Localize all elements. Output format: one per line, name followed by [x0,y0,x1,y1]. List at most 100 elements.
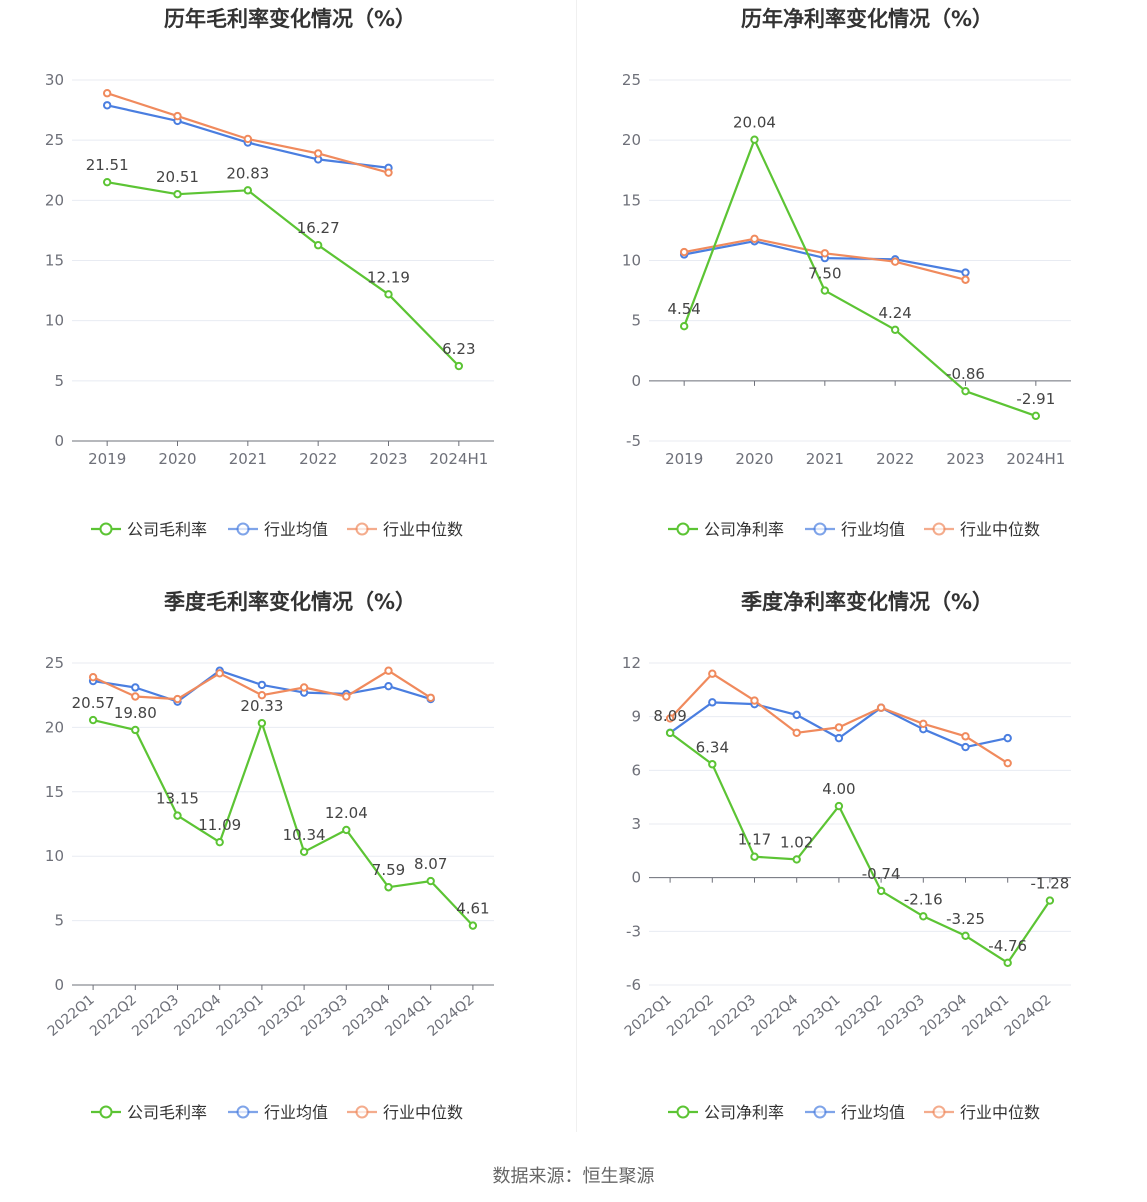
data-point-industry_avg [792,710,801,720]
chart-title: 历年净利率变化情况（%） [741,7,993,31]
y-tick-label: 20 [45,191,64,209]
chart-quarterly-gross-margin-svg: 季度毛利率变化情况（%） 0 5 10 15 20 25 2022Q12022Q22022Q3… [45,590,494,1122]
data-point-industry_avg [961,742,970,752]
data-label: 4.54 [667,300,700,318]
y-tick-label: 20 [622,131,641,149]
data-point-industry_avg [708,698,717,707]
x-tick-label: 2024Q2 [1002,992,1055,1040]
series-line-company [683,138,1037,417]
legend-marker-icon [99,1105,113,1119]
y-tick-label: 15 [622,191,641,209]
y-tick-label: 15 [45,783,64,801]
legend-marker-icon [236,1105,250,1119]
data-point-industry_median [426,693,435,702]
data-label: -4.76 [988,937,1027,955]
legend-marker-icon [676,522,690,536]
data-point-company [131,725,140,735]
data-point-company [961,931,970,941]
legend-marker-icon [932,522,946,536]
legend-item-industry_median: 行业中位数 [924,1103,1040,1122]
data-point-industry_avg [1003,733,1012,743]
data-label: 11.09 [198,816,241,834]
x-tick-label: 2022 [299,450,337,468]
x-tick-label: 2022Q3 [706,992,759,1040]
data-point-company [1031,411,1041,421]
x-tick-label: 2023Q2 [833,992,886,1040]
y-tick-label: 3 [631,815,641,833]
data-label: 19.80 [114,704,157,722]
chart-title: 季度净利率变化情况（%） [741,590,993,614]
data-point-company [342,825,351,835]
x-tick-label: 2020 [158,450,196,468]
legend-item-industry_avg: 行业均值 [805,1103,905,1122]
x-tick-label: 2023Q4 [917,992,970,1040]
data-point-company [750,852,759,861]
legend-marker-icon [813,522,827,536]
data-point-company [426,876,435,886]
data-label: 20.83 [226,164,269,182]
data-point-industry_median [1003,758,1012,768]
data-point-industry_median [313,149,323,158]
legend-item-industry_median: 行业中位数 [347,1103,463,1122]
data-point-industry_median [961,275,970,284]
y-tick-label: 25 [45,131,64,149]
data-point-company [384,290,393,299]
x-tick-label: 2019 [665,450,703,468]
data-point-company [102,177,112,187]
x-tick-label: 2023Q2 [256,992,309,1040]
y-tick-label: 10 [45,847,64,865]
legend-item-industry_avg: 行业均值 [228,1103,328,1122]
data-point-industry_median [342,692,351,701]
legend-item-company: 公司净利率 [668,1103,784,1122]
data-point-company [313,241,323,250]
data-point-industry_median [792,728,801,737]
data-point-company [88,715,98,725]
legend-marker-icon [355,522,369,536]
x-tick-label: 2022Q1 [45,992,98,1040]
y-tick-label: 5 [631,312,641,330]
y-tick-label: 10 [45,312,64,330]
y-tick-label: 0 [54,976,64,994]
x-tick-label: 2024Q1 [959,992,1012,1040]
data-point-industry_median [679,247,689,257]
data-point-industry_median [173,694,182,704]
legend-marker-icon [236,522,250,536]
data-label: -2.91 [1016,390,1055,408]
data-point-industry_median [299,683,309,692]
data-point-company [257,718,267,728]
data-label: 4.24 [878,304,911,322]
legend-label: 公司净利率 [704,1103,784,1122]
legend-item-company: 公司毛利率 [91,1103,207,1122]
x-tick-label: 2023Q4 [340,992,393,1040]
x-tick-label: 2022 [876,450,914,468]
chart-annual-gross-margin: 历年毛利率变化情况（%） 0 5 10 15 20 25 30 2019 2020 2021 2022… [10,0,570,575]
data-point-industry_median [834,723,844,732]
y-tick-label: 0 [54,432,64,450]
data-point-company [665,728,675,738]
data-point-industry_median [820,249,830,258]
data-label: 8.09 [653,707,686,725]
data-label: 7.59 [372,861,405,879]
series-line-company [92,719,474,927]
data-point-industry_median [750,696,759,705]
y-tick-label: 15 [45,252,64,270]
data-label: 8.07 [414,855,447,873]
data-point-company [173,811,182,820]
data-point-industry_avg [131,683,140,692]
x-tick-label: 2022Q4 [748,992,801,1040]
data-label: 6.23 [442,340,475,358]
data-label: 21.51 [86,156,129,174]
data-point-company [454,361,464,371]
x-tick-label: 2024Q2 [425,992,478,1040]
y-tick-label: 5 [54,372,64,390]
x-tick-label: 2022Q3 [129,992,182,1040]
x-tick-label: 2024Q1 [382,992,435,1040]
data-label: 6.34 [696,738,729,756]
data-point-company [961,386,970,396]
data-point-industry_median [708,669,717,678]
data-label: 7.50 [808,265,841,283]
data-label: 13.15 [156,790,199,808]
data-label: -3.25 [946,910,985,928]
data-point-company [243,186,253,195]
legend-label: 公司毛利率 [127,520,207,539]
